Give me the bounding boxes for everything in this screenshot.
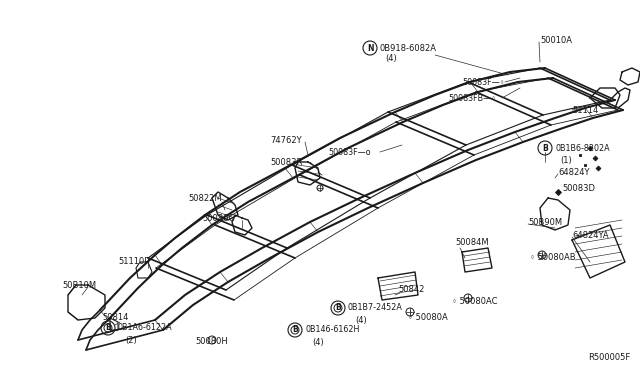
Text: (4): (4) <box>312 337 324 346</box>
Text: R500005F: R500005F <box>588 353 630 362</box>
Text: 50083FB—◦: 50083FB—◦ <box>448 93 496 103</box>
Text: 50822M: 50822M <box>188 193 221 202</box>
Text: 50083D: 50083D <box>562 183 595 192</box>
Text: (4): (4) <box>385 54 397 62</box>
Text: 64824YA: 64824YA <box>572 231 609 240</box>
Text: 50080G: 50080G <box>202 214 235 222</box>
Text: B: B <box>335 304 341 312</box>
Text: (4): (4) <box>355 315 367 324</box>
Text: 0B918-6082A: 0B918-6082A <box>380 44 437 52</box>
Text: 50083F—o: 50083F—o <box>328 148 371 157</box>
Text: B: B <box>292 326 298 334</box>
Text: 50084M: 50084M <box>455 237 488 247</box>
Text: (1): (1) <box>560 155 572 164</box>
Text: 0B1B6-8202A: 0B1B6-8202A <box>555 144 610 153</box>
Text: 51114: 51114 <box>572 106 598 115</box>
Text: 50814: 50814 <box>102 314 129 323</box>
Text: 0B1A6-6122A: 0B1A6-6122A <box>118 324 173 333</box>
Text: B: B <box>542 144 548 153</box>
Text: B: B <box>105 324 111 333</box>
Text: 0B146-6162H: 0B146-6162H <box>305 326 360 334</box>
Text: 0B1B7-2452A: 0B1B7-2452A <box>348 304 403 312</box>
Text: 74762Y: 74762Y <box>270 135 301 144</box>
Text: 50083F—◦: 50083F—◦ <box>462 77 504 87</box>
Text: 64824Y: 64824Y <box>558 167 589 176</box>
Text: 50B90M: 50B90M <box>528 218 562 227</box>
Text: N: N <box>367 44 373 52</box>
Text: 50B10M: 50B10M <box>62 280 96 289</box>
Text: ◦ 50080A: ◦ 50080A <box>408 314 448 323</box>
Text: ◦ 50080AC: ◦ 50080AC <box>452 298 497 307</box>
Text: (2): (2) <box>125 336 137 344</box>
Text: 50842: 50842 <box>398 285 424 295</box>
Text: 50080H: 50080H <box>195 337 228 346</box>
Text: ◦ 50080AB: ◦ 50080AB <box>530 253 575 263</box>
Text: 50083R: 50083R <box>270 157 302 167</box>
Text: 50010A: 50010A <box>540 35 572 45</box>
Text: 51110P: 51110P <box>118 257 149 266</box>
